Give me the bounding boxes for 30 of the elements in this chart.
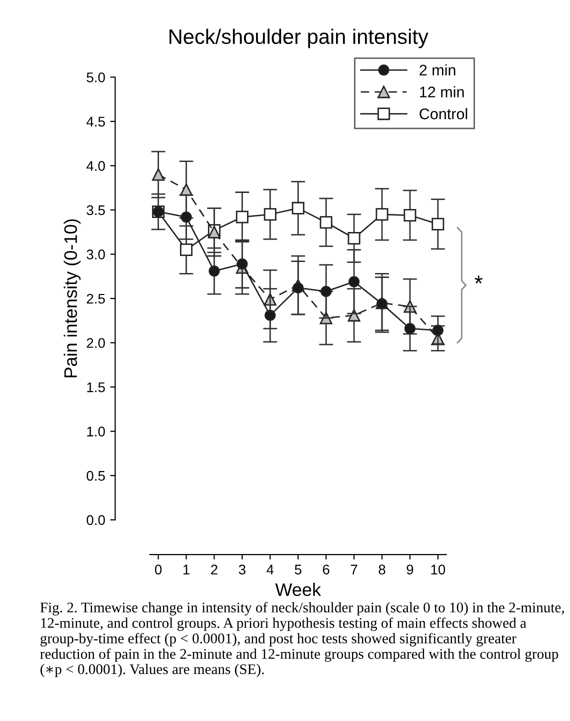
x-tick-label: 4 — [266, 564, 274, 574]
x-tick-label: 7 — [350, 564, 358, 574]
y-tick-label: 4.0 — [86, 161, 105, 171]
y-tick-label: 1.0 — [87, 426, 105, 436]
chart-title: Neck/shoulder pain intensity — [170, 28, 428, 48]
y-tick-label: 2.5 — [86, 294, 105, 304]
x-axis-title: Week — [275, 582, 322, 596]
x-tick-label: 8 — [378, 564, 386, 574]
x-tick-label: 0 — [154, 564, 162, 574]
x-tick-label: 1 — [183, 564, 190, 574]
x-tick-label: 9 — [406, 564, 414, 574]
x-tick-label: 10 — [431, 564, 446, 574]
legend-label: 2 min — [420, 64, 456, 76]
y-axis-title: Pain intensity (0-10) — [64, 219, 81, 378]
y-tick-label: 2.0 — [86, 338, 105, 348]
y-tick-label: 0.5 — [86, 470, 105, 481]
x-tick-label: 2 — [211, 564, 218, 574]
y-tick-label: 0.0 — [86, 515, 105, 526]
x-tick-label: 6 — [322, 564, 330, 574]
legend-label: Control — [420, 108, 468, 120]
x-tick-label: 5 — [294, 564, 302, 574]
y-tick-label: 3.0 — [86, 250, 105, 260]
y-tick-label: 4.5 — [86, 116, 105, 127]
y-tick-label: 5.0 — [86, 72, 105, 82]
y-tick-label: 3.5 — [86, 205, 105, 216]
x-tick-label: 3 — [238, 564, 246, 574]
y-tick-label: 1.5 — [87, 382, 105, 392]
text: * — [474, 276, 483, 284]
caption: Fig. 2. Timewise change in intensity of neck/shoulder pain (scale 0 to 10) in the 2-minute, 12-minute, and control groups. A priori hypothesis testing of main effects showed a group-by-time effect (p < 0.0001), and post hoc tests showed significantly greater reduction of pain in the 2-minute and 12-minute groups compared with the control group (∗p < 0.0001). Values are means (SE). — [40, 602, 564, 678]
legend-label: 12 min — [420, 86, 464, 98]
